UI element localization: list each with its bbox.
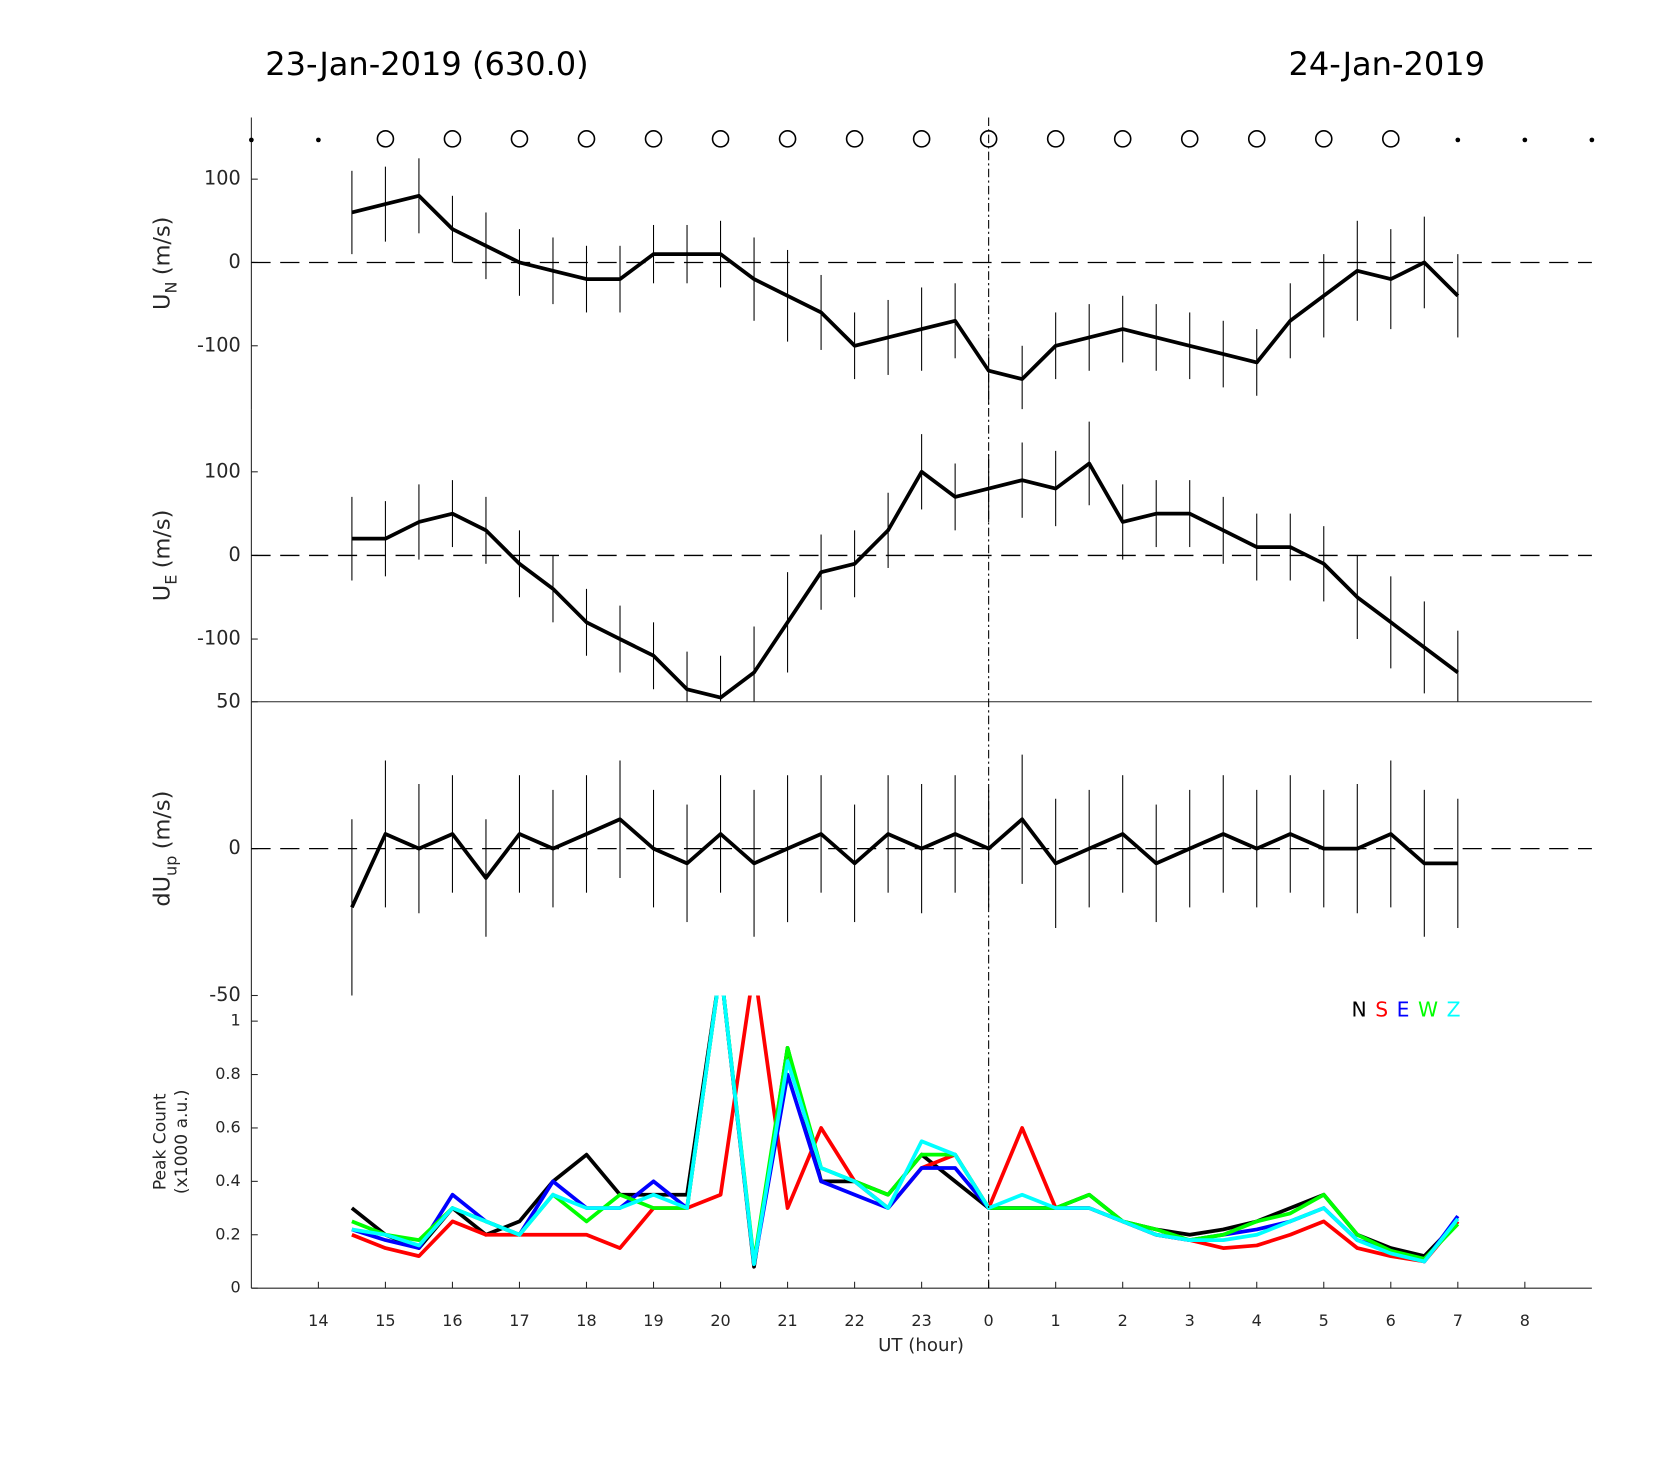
sky-dot	[1455, 137, 1461, 143]
data-line	[351, 461, 1459, 700]
y-tick-label: -100	[197, 627, 241, 650]
x-tick-label: 2	[1118, 1311, 1128, 1330]
x-tick-label: 1	[1051, 1311, 1061, 1330]
legend-entry: W	[1418, 997, 1438, 1021]
y-axis-label: UN (m/s)	[149, 217, 180, 310]
x-tick-label: 19	[643, 1311, 663, 1330]
sky-circle	[1113, 130, 1132, 148]
sky-circle	[979, 130, 998, 148]
y-axis-label: Peak Count	[151, 1093, 171, 1190]
sky-circle	[1314, 130, 1333, 148]
sky-circle	[577, 130, 596, 148]
y-axis-label: (x1000 a.u.)	[172, 1090, 192, 1194]
x-tick-label: 17	[509, 1311, 529, 1330]
y-tick-label: -50	[209, 983, 240, 1006]
y-tick-label: 0	[228, 836, 240, 859]
plot-area	[350, 754, 1459, 996]
x-tick-label: 18	[576, 1311, 596, 1330]
data-line	[351, 995, 1460, 1267]
sky-circle	[1180, 130, 1199, 148]
sky-circle	[845, 130, 864, 148]
y-tick-label: 0.2	[215, 1224, 240, 1243]
y-tick-label: 100	[204, 167, 241, 190]
sky-circle	[376, 130, 395, 148]
y-label-sub: E	[161, 575, 180, 585]
y-label-main: U	[149, 585, 175, 601]
data-line	[351, 193, 1460, 381]
y-tick-label: 0	[230, 1278, 240, 1297]
data-line	[350, 817, 1458, 909]
x-tick-label: 6	[1386, 1311, 1396, 1330]
sky-circle	[1381, 130, 1400, 148]
x-tick-label: 15	[375, 1311, 395, 1330]
title-right: 24-Jan-2019	[1288, 45, 1485, 83]
y-label-main: dU	[149, 876, 175, 907]
x-tick-label: 20	[710, 1311, 730, 1330]
y-tick-label: 50	[216, 689, 240, 712]
y-axis-label: dUup (m/s)	[149, 791, 180, 907]
y-tick-label: 1	[230, 1011, 240, 1030]
x-tick-label: 23	[911, 1311, 931, 1330]
data-line	[351, 995, 1460, 1267]
y-tick-label: 0.4	[215, 1171, 240, 1190]
plot-area	[351, 421, 1459, 702]
sky-circle	[778, 130, 797, 148]
title-left: 23-Jan-2019 (630.0)	[265, 45, 588, 83]
x-tick-label: 3	[1185, 1311, 1195, 1330]
y-tick-label: 0.6	[215, 1117, 240, 1136]
plot-area	[350, 995, 1460, 1269]
sky-dot	[1589, 137, 1595, 143]
sky-circle	[1046, 130, 1065, 148]
y-axis-label: UE (m/s)	[149, 510, 180, 602]
y-label-unit: (m/s)	[149, 791, 175, 850]
sky-circle	[912, 130, 931, 148]
x-tick-label: 8	[1520, 1311, 1530, 1330]
sky-circle	[644, 130, 663, 148]
sky-dot	[249, 137, 254, 143]
sky-circle	[711, 130, 730, 148]
x-axis-label: UT (hour)	[878, 1335, 964, 1356]
plot-area	[351, 158, 1460, 410]
legend-entry: Z	[1447, 997, 1461, 1021]
x-tick-label: 0	[984, 1311, 994, 1330]
y-tick-label: -100	[197, 333, 241, 356]
y-label-unit: (m/s)	[149, 217, 175, 276]
y-label-sub: N	[161, 282, 180, 294]
legend-entry: N	[1352, 997, 1367, 1021]
x-tick-label: 21	[777, 1311, 797, 1330]
x-tick-label: 4	[1252, 1311, 1262, 1330]
sky-circle	[443, 130, 462, 148]
x-tick-label: 14	[308, 1311, 328, 1330]
sky-circle	[1247, 130, 1266, 148]
legend-entry: S	[1375, 997, 1388, 1021]
y-tick-label: 0.8	[215, 1064, 240, 1083]
y-label-unit: (m/s)	[149, 510, 175, 569]
y-tick-label: 100	[204, 459, 241, 482]
y-tick-label: 0	[228, 543, 240, 566]
sky-dot	[316, 137, 321, 143]
y-label-sub: up	[161, 856, 180, 876]
sky-circle	[510, 130, 529, 148]
x-tick-label: 7	[1453, 1311, 1463, 1330]
x-tick-label: 22	[844, 1311, 864, 1330]
x-tick-label: 16	[442, 1311, 462, 1330]
y-label-main: U	[149, 294, 175, 310]
x-tick-label: 5	[1319, 1311, 1329, 1330]
legend-entry: E	[1397, 997, 1410, 1021]
sky-dot	[1522, 137, 1528, 143]
y-tick-label: 0	[228, 250, 240, 273]
